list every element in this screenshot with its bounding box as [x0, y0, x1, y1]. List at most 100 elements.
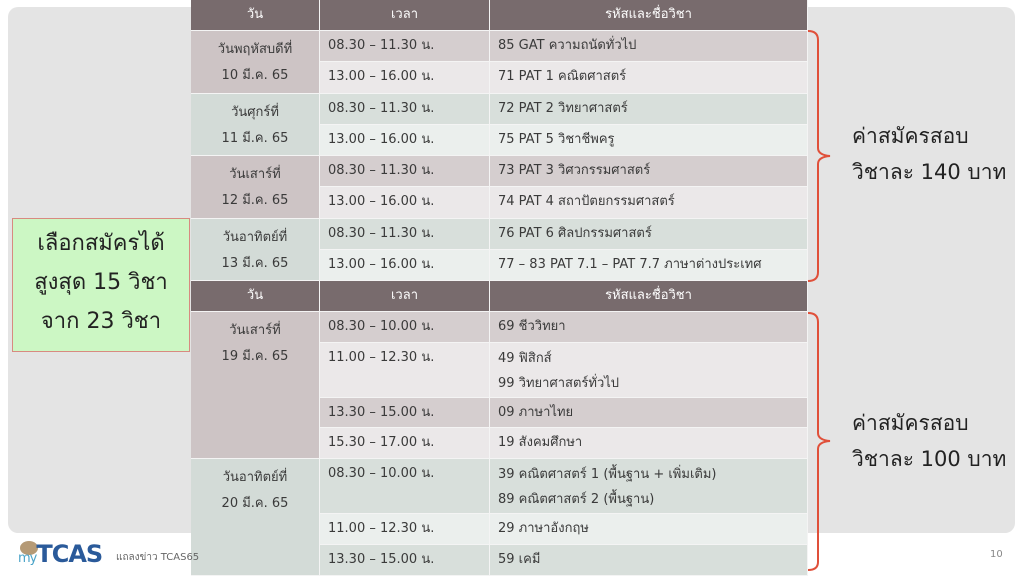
- cell-text: 13.00 – 16.00 น.: [328, 131, 435, 147]
- cell-text: 76 PAT 6 ศิลปกรรมศาสตร์: [498, 225, 652, 241]
- time-cell: 13.00 – 16.00 น.: [320, 124, 490, 156]
- page-number: 10: [990, 549, 1003, 560]
- cell-text: 12 มี.ค. 65: [221, 193, 289, 208]
- subject-cell: 71 PAT 1 คณิตศาสตร์: [490, 62, 808, 94]
- cell-text: 13.30 – 15.00 น.: [328, 405, 435, 420]
- cell-text: 08.30 – 10.00 น.: [328, 319, 435, 334]
- cell-text: วัน: [246, 7, 264, 22]
- cell-text: 59 เคมี: [498, 552, 541, 567]
- time-cell: 08.30 – 10.00 น.: [320, 459, 490, 514]
- time-cell: 13.30 – 15.00 น.: [320, 398, 490, 428]
- subject-cell: 09 ภาษาไทย: [490, 398, 808, 428]
- cell-text: 11.00 – 12.30 น.: [328, 350, 435, 365]
- note-line: สูงสุด 15 วิชา: [34, 270, 168, 295]
- cell-text: 11 มี.ค. 65: [221, 130, 289, 146]
- cell-text: 08.30 – 11.30 น.: [328, 38, 435, 53]
- cell-text: 85 GAT ความถนัดทั่วไป: [498, 38, 637, 53]
- cell-text: 13.00 – 16.00 น.: [328, 194, 435, 210]
- max-subjects-note: เลือกสมัครได้ สูงสุด 15 วิชา จาก 23 วิชา: [12, 218, 190, 352]
- subject-cell: 74 PAT 4 สถาปัตยกรรมศาสตร์: [490, 187, 808, 219]
- cell-text: 49 ฟิสิกส์: [498, 351, 552, 366]
- header-day: วัน: [191, 281, 320, 312]
- subject-cell: 73 PAT 3 วิศวกรรมศาสตร์: [490, 156, 808, 188]
- cell-text: รหัสและชื่อวิชา: [605, 7, 692, 22]
- cell-text: 75 PAT 5 วิชาชีพครู: [498, 131, 615, 147]
- day-cell: วันศุกร์ที่ 11 มี.ค. 65: [191, 93, 320, 156]
- cell-text: รหัสและชื่อวิชา: [605, 288, 692, 303]
- cell-text: เวลา: [390, 288, 418, 303]
- subject-cell: 85 GAT ความถนัดทั่วไป: [490, 31, 808, 63]
- cell-text: 08.30 – 11.30 น.: [328, 225, 435, 241]
- time-cell: 13.00 – 16.00 น.: [320, 249, 490, 281]
- subject-cell: 72 PAT 2 วิทยาศาสตร์: [490, 93, 808, 125]
- subject-cell: 59 เคมี: [490, 545, 808, 576]
- day-cell: วันพฤหัสบดีที่ 10 มี.ค. 65: [191, 31, 320, 94]
- cell-text: 72 PAT 2 วิทยาศาสตร์: [498, 100, 628, 116]
- header-day: วัน: [191, 0, 320, 31]
- brace-icon: [807, 30, 831, 282]
- time-cell: 11.00 – 12.30 น.: [320, 343, 490, 398]
- subject-cell: 39 คณิตศาสตร์ 1 (พื้นฐาน + เพิ่มเติม) 89 …: [490, 459, 808, 514]
- cell-text: 13.00 – 16.00 น.: [328, 69, 435, 85]
- time-cell: 08.30 – 11.30 น.: [320, 156, 490, 188]
- cell-text: 15.30 – 17.00 น.: [328, 435, 435, 450]
- cell-text: 39 คณิตศาสตร์ 1 (พื้นฐาน + เพิ่มเติม): [498, 467, 717, 482]
- note-line: จาก 23 วิชา: [40, 309, 162, 334]
- time-cell: 13.00 – 16.00 น.: [320, 187, 490, 219]
- cell-text: 89 คณิตศาสตร์ 2 (พื้นฐาน): [498, 492, 655, 507]
- header-subject: รหัสและชื่อวิชา: [490, 0, 808, 31]
- time-cell: 13.30 – 15.00 น.: [320, 545, 490, 576]
- brace-icon: [807, 312, 831, 571]
- time-cell: 08.30 – 11.30 น.: [320, 218, 490, 250]
- cell-text: 08.30 – 11.30 น.: [328, 163, 435, 178]
- day-cell: วันอาทิตย์ที่ 13 มี.ค. 65: [191, 218, 320, 281]
- cell-text: 74 PAT 4 สถาปัตยกรรมศาสตร์: [498, 194, 675, 210]
- cell-text: 13 มี.ค. 65: [221, 255, 289, 271]
- subject-cell: 29 ภาษาอังกฤษ: [490, 514, 808, 545]
- cell-text: 19 สังคมศึกษา: [498, 435, 583, 450]
- time-cell: 08.30 – 11.30 น.: [320, 93, 490, 125]
- cell-text: 71 PAT 1 คณิตศาสตร์: [498, 69, 627, 85]
- header-time: เวลา: [320, 0, 490, 31]
- cell-text: 69 ชีววิทยา: [498, 319, 566, 334]
- cell-text: วันอาทิตย์ที่: [222, 470, 288, 485]
- time-cell: 15.30 – 17.00 น.: [320, 428, 490, 459]
- cell-text: 29 ภาษาอังกฤษ: [498, 521, 589, 536]
- time-cell: 13.00 – 16.00 น.: [320, 62, 490, 94]
- time-cell: 08.30 – 10.00 น.: [320, 312, 490, 343]
- cell-text: วันเสาร์ที่: [229, 323, 281, 338]
- cell-text: 13.30 – 15.00 น.: [328, 552, 435, 567]
- day-cell: วันเสาร์ที่ 12 มี.ค. 65: [191, 156, 320, 219]
- footer-text: แถลงข่าว TCAS65: [116, 552, 200, 563]
- cell-text: 08.30 – 11.30 น.: [328, 100, 435, 116]
- time-cell: 11.00 – 12.30 น.: [320, 514, 490, 545]
- cell-text: วันเสาร์ที่: [229, 167, 281, 182]
- header-time: เวลา: [320, 281, 490, 312]
- cell-text: 11.00 – 12.30 น.: [328, 521, 435, 536]
- cell-text: 19 มี.ค. 65: [221, 349, 289, 364]
- day-cell: วันเสาร์ที่ 19 มี.ค. 65: [191, 312, 320, 459]
- cell-text: วันศุกร์ที่: [231, 104, 279, 120]
- cell-text: เวลา: [390, 7, 418, 22]
- note-line: เลือกสมัครได้: [37, 231, 165, 256]
- cell-text: 99 วิทยาศาสตร์ทั่วไป: [498, 376, 620, 391]
- subject-cell: 49 ฟิสิกส์ 99 วิทยาศาสตร์ทั่วไป: [490, 343, 808, 398]
- cell-text: 20 มี.ค. 65: [221, 496, 289, 511]
- subject-cell: 77 – 83 PAT 7.1 – PAT 7.7 ภาษาต่างประเทศ: [490, 249, 808, 281]
- subject-cell: 19 สังคมศึกษา: [490, 428, 808, 459]
- cell-text: 10 มี.ค. 65: [221, 68, 289, 83]
- header-subject: รหัสและชื่อวิชา: [490, 281, 808, 312]
- mytcas-logo: myTCAS: [18, 540, 103, 568]
- cell-text: 13.00 – 16.00 น.: [328, 256, 435, 272]
- subject-cell: 75 PAT 5 วิชาชีพครู: [490, 124, 808, 156]
- subject-cell: 76 PAT 6 ศิลปกรรมศาสตร์: [490, 218, 808, 250]
- day-cell: วันอาทิตย์ที่ 20 มี.ค. 65: [191, 459, 320, 576]
- cell-text: วัน: [246, 288, 264, 303]
- logo-tcas: TCAS: [36, 540, 103, 568]
- cell-text: 73 PAT 3 วิศวกรรมศาสตร์: [498, 163, 651, 178]
- cell-text: 77 – 83 PAT 7.1 – PAT 7.7 ภาษาต่างประเทศ: [498, 256, 762, 272]
- time-cell: 08.30 – 11.30 น.: [320, 31, 490, 63]
- cell-text: วันอาทิตย์ที่: [222, 229, 288, 245]
- logo-my: my: [18, 551, 37, 566]
